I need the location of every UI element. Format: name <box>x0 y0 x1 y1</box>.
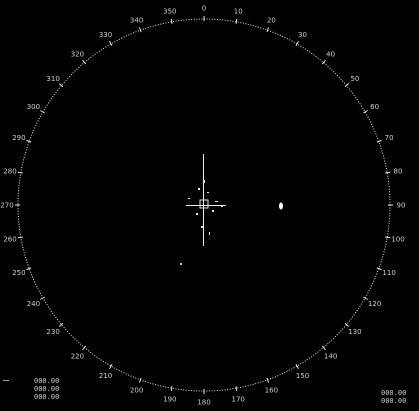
clutter-point <box>207 192 209 193</box>
bearing-label: 90 <box>397 202 406 210</box>
bearing-label: 190 <box>163 396 176 404</box>
bearing-label: 280 <box>3 167 16 175</box>
bearing-tick <box>58 322 64 327</box>
clutter-point <box>212 210 214 212</box>
bearing-tick <box>235 18 238 24</box>
bearing-label: 160 <box>265 387 278 395</box>
clutter-point <box>188 198 190 199</box>
bearing-tick <box>40 296 45 300</box>
readout-value: 000.00 <box>34 377 60 385</box>
bearing-tick <box>295 41 299 46</box>
bearing-tick <box>138 377 142 383</box>
readout-value: 000.00 <box>34 385 60 393</box>
bearing-label: 180 <box>197 399 210 407</box>
bearing-tick <box>344 83 350 88</box>
bearing-label: 340 <box>130 16 143 24</box>
bearing-tick <box>109 41 113 46</box>
bearing-tick <box>321 59 326 65</box>
bearing-label: 260 <box>3 236 16 244</box>
bearing-labels: 0 10 20 30 40 50 60 70 80 90 100 110 120 130 140 150 160… <box>0 5 405 407</box>
bearing-label: 110 <box>382 269 395 277</box>
bearing-tick <box>385 236 391 239</box>
bearing-label: 30 <box>298 31 307 39</box>
bearing-label: 100 <box>391 236 404 244</box>
bearing-tick <box>82 345 87 351</box>
clutter-point <box>196 213 198 215</box>
bearing-tick <box>363 110 368 114</box>
bearing-label: 230 <box>46 328 59 336</box>
bearing-label: 270 <box>0 202 13 210</box>
bearing-label: 250 <box>12 269 25 277</box>
bearing-label: 220 <box>71 352 84 360</box>
bearing-tick <box>58 83 64 88</box>
readout-panel-right: 000.00 000.00 <box>381 389 406 405</box>
bearing-ring <box>15 16 393 394</box>
bearing-label: 330 <box>99 31 112 39</box>
bearing-label: 310 <box>46 75 59 83</box>
bearing-label: 200 <box>130 387 143 395</box>
bearing-tick <box>295 364 299 369</box>
bearing-tick <box>17 171 23 174</box>
bearing-label: 170 <box>232 396 245 404</box>
bearing-label: 40 <box>326 51 335 59</box>
bearing-label: 300 <box>27 103 40 111</box>
bearing-tick <box>82 59 87 65</box>
bearing-label: 210 <box>99 372 112 380</box>
bearing-label: 20 <box>267 16 276 24</box>
clutter-point <box>215 201 218 202</box>
bearing-label: 80 <box>394 167 403 175</box>
clutter-point <box>221 206 223 207</box>
bearing-tick <box>376 139 382 143</box>
bearing-label: 350 <box>163 8 176 16</box>
bearing-tick <box>26 139 32 143</box>
bearing-tick <box>109 364 113 369</box>
bearing-tick <box>385 171 391 174</box>
bearing-tick <box>40 110 45 114</box>
bearing-tick <box>17 236 23 239</box>
readout-value: 000.00 <box>34 393 60 401</box>
bearing-tick <box>26 267 32 271</box>
own-ship-marker <box>199 199 209 209</box>
clutter-point <box>180 263 182 265</box>
bearing-tick <box>170 18 173 24</box>
clutter-point <box>209 232 210 235</box>
readout-panel-left: 000.00 000.00 000.00 <box>34 377 59 401</box>
bearing-label: 150 <box>296 372 309 380</box>
bearing-tick <box>235 386 238 392</box>
bearing-label: 70 <box>385 134 394 142</box>
clutter-point <box>198 188 200 190</box>
corner-mark <box>3 380 9 381</box>
bearing-tick <box>266 27 270 33</box>
bearing-label: 130 <box>348 328 361 336</box>
clutter-point <box>201 226 203 228</box>
bearing-label: 0 <box>202 5 206 13</box>
bearing-label: 50 <box>350 75 359 83</box>
bearing-tick <box>363 296 368 300</box>
bearing-label: 320 <box>71 51 84 59</box>
bearing-tick <box>344 322 350 327</box>
center-horizontal-line <box>186 205 226 206</box>
readout-value: 000.00 <box>381 389 407 397</box>
center-cluster <box>186 154 226 246</box>
bearing-tick <box>170 386 173 392</box>
bearing-label: 120 <box>368 300 381 308</box>
bearing-tick <box>138 27 142 33</box>
bearing-label: 290 <box>12 134 25 142</box>
radar-target[interactable] <box>279 202 283 210</box>
bearing-label: 140 <box>324 352 337 360</box>
bearing-tick <box>376 267 382 271</box>
bearing-label: 10 <box>234 8 243 16</box>
bearing-label: 240 <box>27 300 40 308</box>
bearing-tick <box>266 377 270 383</box>
bearing-label: 60 <box>370 103 379 111</box>
bearing-tick <box>321 345 326 351</box>
clutter-point <box>204 180 205 183</box>
readout-value: 000.00 <box>381 397 407 405</box>
